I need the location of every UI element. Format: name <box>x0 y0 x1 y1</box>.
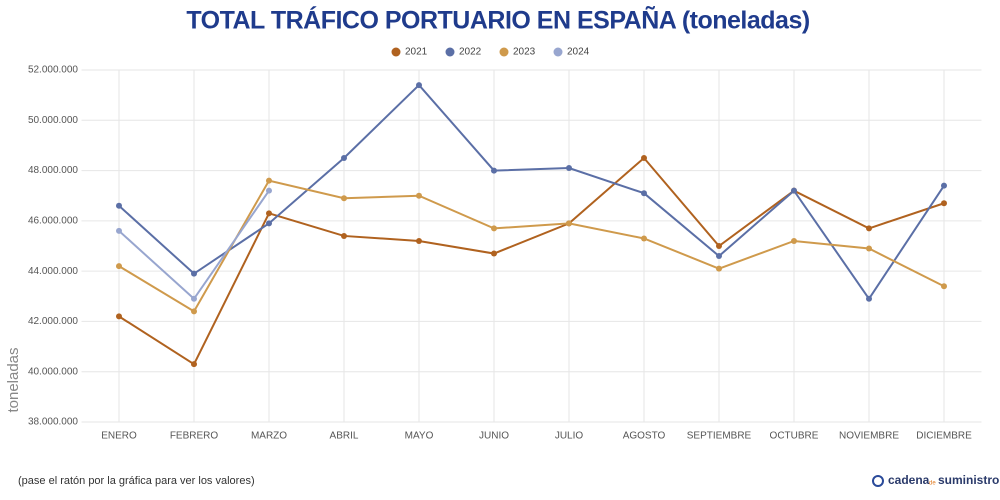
x-tick-label: DICIEMBRE <box>916 431 972 442</box>
legend-label: 2024 <box>567 47 590 58</box>
y-tick-label: 52.000.000 <box>28 65 78 76</box>
x-tick-label: ENERO <box>101 431 137 442</box>
data-point <box>866 225 872 232</box>
data-point <box>266 177 272 184</box>
x-tick-label: AGOSTO <box>623 431 666 442</box>
data-point <box>941 283 947 290</box>
y-tick-label: 42.000.000 <box>28 316 78 327</box>
y-tick-label: 50.000.000 <box>28 115 78 126</box>
data-point <box>491 167 497 174</box>
data-point <box>941 182 947 189</box>
data-point <box>641 155 647 161</box>
legend-label: 2023 <box>513 47 536 58</box>
data-point <box>941 200 947 207</box>
x-tick-label: OCTUBRE <box>770 431 819 442</box>
data-point <box>416 192 422 199</box>
x-tick-label: FEBRERO <box>170 431 219 442</box>
brand-2: de <box>929 481 936 487</box>
legend-label: 2022 <box>459 47 482 58</box>
data-point <box>266 220 272 227</box>
note: (pase el ratón por la gráfica para ver l… <box>18 475 255 487</box>
x-tick-label: SEPTIEMBRE <box>687 431 752 442</box>
y-tick-label: 46.000.000 <box>28 215 78 226</box>
legend-marker <box>553 47 563 57</box>
data-point <box>491 250 497 257</box>
data-point <box>266 210 272 217</box>
brand-1: cadena <box>888 473 930 487</box>
brand-icon <box>872 475 884 487</box>
y-tick-label: 38.000.000 <box>28 417 78 428</box>
data-point <box>641 235 647 242</box>
data-point <box>416 237 422 244</box>
data-point <box>341 195 347 202</box>
x-tick-label: JULIO <box>555 431 584 442</box>
data-point <box>866 245 872 252</box>
data-point <box>191 295 197 302</box>
y-tick-label: 44.000.000 <box>28 266 78 277</box>
x-tick-label: MAYO <box>405 431 434 442</box>
data-point <box>566 220 572 227</box>
data-point <box>716 265 722 272</box>
y-tick-label: 48.000.000 <box>28 165 78 176</box>
data-point <box>716 243 722 249</box>
data-point <box>791 237 797 244</box>
data-point <box>116 202 122 209</box>
brand-3: suministro <box>938 473 999 487</box>
data-point <box>641 190 647 197</box>
legend-marker <box>445 47 455 57</box>
data-point <box>341 155 347 161</box>
data-point <box>191 361 197 368</box>
legend-label: 2021 <box>405 47 428 58</box>
data-point <box>191 270 197 277</box>
x-tick-label: NOVIEMBRE <box>839 431 899 442</box>
data-point <box>116 263 122 270</box>
data-point <box>341 232 347 239</box>
data-point <box>266 187 272 194</box>
legend-marker <box>499 47 509 57</box>
x-tick-label: JUNIO <box>479 431 509 442</box>
data-point <box>791 187 797 194</box>
x-tick-label: MARZO <box>251 431 287 442</box>
data-point <box>116 313 122 320</box>
series-line <box>118 83 945 301</box>
y-axis-label: toneladas <box>5 347 22 412</box>
data-point <box>191 308 197 315</box>
legend-marker <box>391 47 401 57</box>
y-tick-label: 40.000.000 <box>28 366 78 377</box>
data-point <box>566 165 572 172</box>
series-line <box>118 179 945 313</box>
data-point <box>416 82 422 89</box>
x-tick-label: ABRIL <box>330 431 359 442</box>
data-point <box>491 225 497 232</box>
data-point <box>716 253 722 260</box>
data-point <box>866 295 872 302</box>
series-line <box>118 156 945 366</box>
chart-title: TOTAL TRÁFICO PORTUARIO EN ESPAÑA (tonel… <box>186 5 810 35</box>
data-point <box>116 227 122 234</box>
